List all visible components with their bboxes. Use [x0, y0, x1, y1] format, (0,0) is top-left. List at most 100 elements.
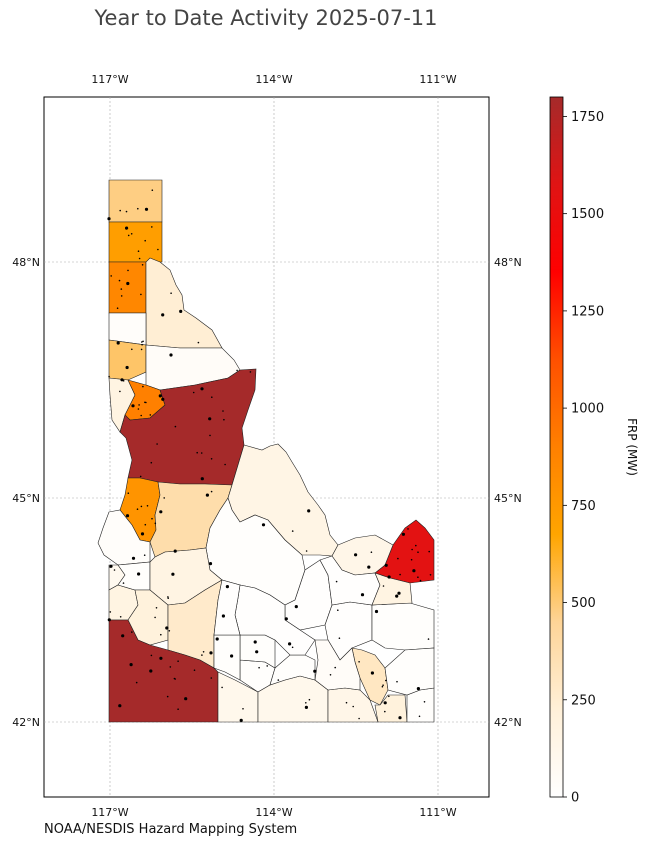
fire-detection-point — [288, 642, 292, 646]
fire-detection-point — [192, 391, 195, 394]
colorbar-tick-label: 1000 — [571, 402, 604, 417]
fire-detection-point — [131, 556, 136, 560]
fire-detection-point — [423, 701, 426, 703]
fire-detection-point — [142, 340, 144, 343]
fire-detection-point — [116, 341, 120, 345]
fire-detection-point — [352, 705, 355, 708]
fire-detection-point — [249, 371, 252, 373]
fire-detection-point — [125, 226, 129, 230]
fire-detection-point — [305, 702, 307, 704]
fire-detection-point — [197, 341, 200, 344]
colorbar-label: FRP (MW) — [625, 418, 639, 476]
lon-tick-top: 117°W — [91, 73, 128, 86]
fire-detection-point — [370, 671, 374, 675]
fire-detection-point — [418, 715, 421, 718]
fire-detection-point — [127, 234, 130, 237]
fire-detection-point — [387, 575, 391, 579]
county-gooding[interactable] — [213, 579, 241, 636]
fire-detection-point — [144, 239, 146, 242]
fire-detection-point — [222, 410, 224, 412]
colorbar-tick-label: 750 — [571, 499, 596, 514]
fire-detection-point — [354, 553, 358, 557]
fire-detection-point — [131, 631, 133, 633]
fire-detection-point — [167, 597, 169, 599]
county-boundary-1[interactable] — [108, 179, 163, 223]
fire-detection-point — [137, 207, 139, 210]
fire-detection-point — [144, 207, 149, 211]
fire-detection-point — [417, 551, 419, 553]
lon-tick-bottom: 111°W — [419, 806, 456, 819]
fire-detection-point — [221, 686, 223, 689]
county-owyhee[interactable] — [108, 619, 219, 723]
fire-detection-point — [170, 292, 172, 295]
fire-detection-point — [307, 509, 311, 513]
county-benewah[interactable] — [108, 312, 147, 346]
fire-detection-point — [258, 666, 260, 669]
fire-detection-point — [125, 514, 130, 518]
fire-detection-point — [127, 269, 129, 272]
fire-detection-point — [196, 451, 198, 454]
county-boundary-2[interactable] — [108, 221, 163, 263]
fire-detection-point — [149, 669, 153, 673]
fire-detection-point — [399, 573, 401, 576]
fire-detection-point — [158, 394, 162, 398]
fire-detection-point — [428, 550, 431, 553]
lon-ticks-bottom: 117°W 114°W 111°W — [91, 806, 456, 819]
map-title: Year to Date Activity 2025-07-11 — [94, 6, 438, 30]
fire-detection-point — [210, 490, 213, 493]
fire-detection-point — [120, 295, 123, 297]
fire-detection-point — [382, 585, 385, 587]
fire-detection-point — [137, 408, 140, 410]
fire-detection-point — [383, 701, 387, 705]
fire-detection-point — [138, 404, 140, 406]
fire-detection-point — [150, 461, 153, 464]
lon-tick-top: 114°W — [255, 73, 292, 86]
fire-detection-point — [136, 508, 139, 511]
fire-detection-point — [122, 582, 125, 584]
fire-detection-point — [230, 654, 234, 658]
fire-detection-point — [161, 397, 165, 401]
fire-detection-point — [125, 210, 128, 213]
fire-detection-point — [411, 548, 413, 551]
county-caribou[interactable] — [384, 647, 435, 696]
fire-detection-point — [427, 638, 430, 640]
fire-detection-point — [202, 651, 205, 653]
lat-tick-left: 42°N — [12, 716, 40, 729]
fire-detection-point — [374, 609, 379, 614]
fire-detection-point — [384, 710, 386, 713]
fire-detection-point — [119, 616, 122, 618]
fire-detection-point — [200, 452, 203, 454]
fire-detection-point — [154, 616, 156, 619]
fire-detection-point — [358, 717, 360, 720]
county-power[interactable] — [314, 639, 361, 691]
fire-detection-point — [305, 550, 308, 552]
fire-detection-point — [308, 698, 311, 701]
colorbar-ticks: 0 250 500 750 1000 1250 1500 1750 — [563, 110, 604, 806]
fire-detection-point — [118, 279, 121, 282]
fire-detection-point — [225, 585, 229, 589]
fire-detection-point — [135, 681, 138, 684]
fire-detection-point — [398, 716, 402, 720]
fire-detection-point — [184, 697, 188, 701]
fire-detection-point — [401, 532, 405, 536]
fire-detection-point — [120, 288, 123, 290]
county-bonneville[interactable] — [371, 602, 435, 651]
fire-detection-point — [239, 718, 243, 723]
fire-detection-point — [141, 343, 143, 346]
fire-detection-point — [169, 353, 173, 357]
fire-detection-point — [345, 701, 348, 704]
fire-detection-point — [177, 708, 179, 710]
fire-detection-point — [173, 549, 177, 553]
fire-detection-point — [169, 666, 172, 668]
county-latah[interactable] — [108, 339, 147, 381]
fire-detections — [107, 189, 432, 723]
fire-detection-point — [397, 557, 399, 560]
fire-detection-point — [107, 217, 111, 221]
fire-detection-point — [370, 551, 373, 553]
lon-tick-bottom: 117°W — [91, 806, 128, 819]
colorbar-tick-label: 1750 — [571, 110, 604, 125]
county-kootenai[interactable] — [108, 261, 147, 314]
fire-detection-point — [338, 637, 341, 639]
fire-detection-point — [167, 596, 169, 598]
fire-detection-point — [429, 574, 432, 576]
